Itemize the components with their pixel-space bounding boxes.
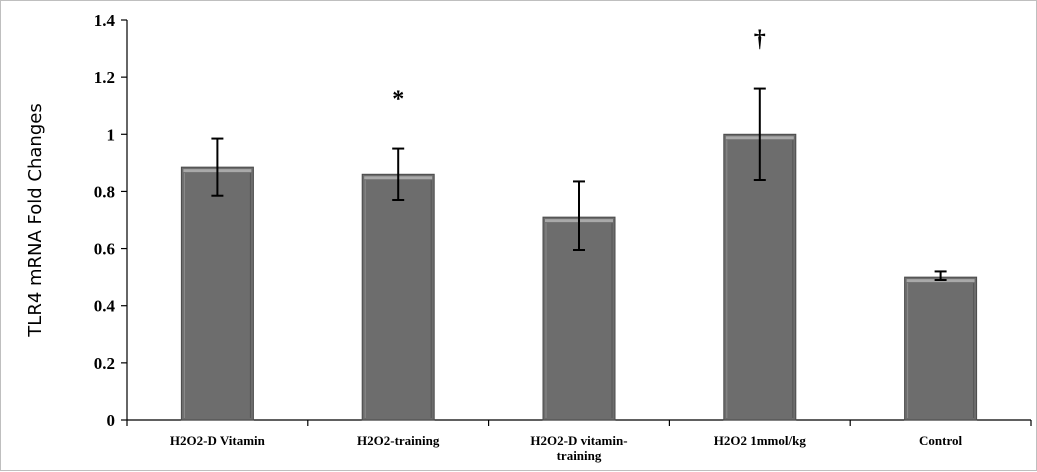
y-tick-label: 0.4 — [94, 297, 116, 316]
x-tick-label: H2O2-D Vitamin — [170, 433, 266, 448]
x-tick-label: H2O2 1mmol/kg — [714, 433, 807, 448]
bar — [180, 166, 254, 421]
bar — [723, 133, 797, 421]
significance-marker: † — [754, 27, 766, 53]
y-axis-label: TLR4 mRNA Fold Changes — [25, 103, 46, 337]
x-tick-label: training — [557, 448, 602, 463]
y-tick-label: 0.2 — [94, 354, 115, 373]
bar — [904, 276, 978, 421]
x-tick-label: H2O2-D vitamin- — [530, 433, 627, 448]
bar — [361, 173, 435, 421]
y-tick-label: 0.6 — [94, 240, 115, 259]
plot-area: 0 0.2 0.4 0.6 0.8 1 1.2 1.4 H2O2-D Vitamin * H2O2-… — [94, 11, 1032, 463]
y-tick-label: 1.2 — [94, 68, 115, 87]
y-tick-label: 0.8 — [94, 182, 115, 201]
x-tick-label: Control — [919, 433, 962, 448]
x-tick-label: H2O2-training — [357, 433, 440, 448]
y-tick-label: 0 — [107, 411, 116, 430]
y-tick-label: 1 — [107, 125, 116, 144]
significance-marker: * — [392, 87, 404, 113]
y-tick-label: 1.4 — [94, 11, 116, 30]
